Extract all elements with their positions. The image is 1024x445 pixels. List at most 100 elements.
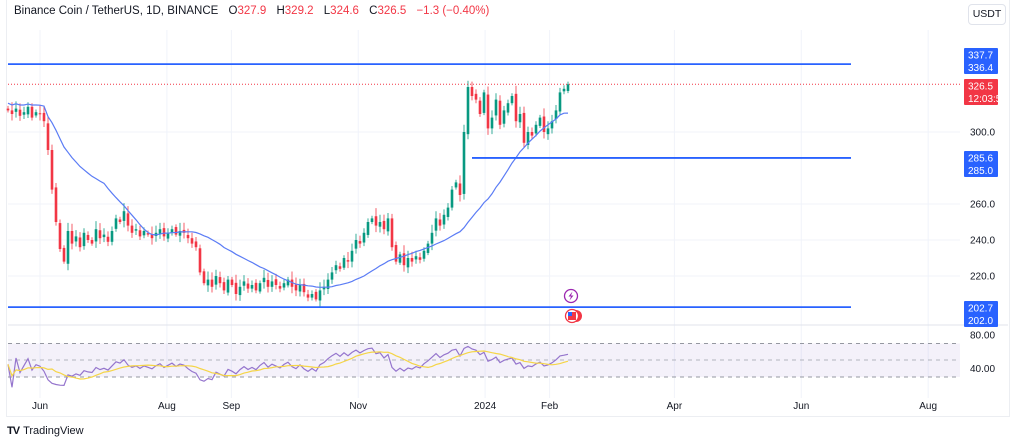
us-flag-event-icon[interactable] (564, 308, 583, 324)
candle (438, 213, 442, 231)
candle (158, 222, 162, 239)
high-value: 329.2 (284, 5, 314, 17)
candle (526, 126, 530, 150)
svg-text:326.5: 326.5 (968, 82, 993, 93)
candle (442, 209, 446, 229)
rsi-line (7, 345, 569, 388)
time-axis-label: Sep (222, 401, 240, 412)
candle (62, 245, 66, 264)
candle (410, 251, 414, 267)
candle (138, 225, 142, 240)
price-axis-label: 260.0 (970, 200, 995, 211)
candle (18, 103, 22, 121)
candle (178, 222, 182, 243)
rsi-ma-line (7, 350, 569, 380)
candle (134, 223, 138, 235)
candle (70, 223, 74, 250)
candle (102, 228, 106, 243)
currency-button[interactable]: USDT (968, 4, 1006, 25)
symbol-title[interactable]: Binance Coin / TetherUS, 1D, BINANCE (14, 5, 219, 17)
candle (486, 86, 490, 135)
candle (454, 179, 458, 190)
candle (222, 277, 226, 294)
change-value: −1.3 (−0.40%) (416, 5, 490, 17)
candle (462, 124, 466, 200)
candle (194, 236, 198, 251)
candle (422, 247, 426, 262)
candle (554, 105, 558, 124)
candle (534, 121, 538, 137)
candle (466, 80, 470, 140)
candle (170, 225, 174, 236)
candle (414, 250, 418, 264)
candle (346, 252, 350, 269)
svg-text:336.4: 336.4 (968, 63, 993, 74)
time-axis-label: Apr (667, 401, 683, 412)
svg-text:337.7: 337.7 (968, 51, 993, 62)
price-axis-label: 220.0 (970, 272, 995, 283)
candle (282, 279, 286, 291)
candle (94, 221, 98, 248)
candle (490, 110, 494, 135)
candle (478, 97, 482, 117)
candle (266, 272, 270, 293)
candle (30, 103, 34, 121)
candle (66, 222, 70, 271)
candle (562, 85, 566, 95)
candle (378, 214, 382, 233)
candle (22, 106, 26, 120)
candle (326, 273, 330, 294)
candle (398, 251, 402, 265)
candle (74, 230, 78, 247)
candle (390, 213, 394, 251)
candle (98, 223, 102, 244)
candle (366, 218, 370, 238)
time-axis-label: Jun (32, 401, 48, 412)
last-price-label: 326.512:03:50 (964, 79, 1007, 105)
candle (330, 267, 334, 284)
candle (294, 277, 298, 297)
candle (386, 213, 390, 236)
candle (542, 108, 546, 139)
candle (254, 279, 258, 294)
candle (186, 228, 190, 244)
candle (306, 289, 310, 302)
candle (106, 231, 110, 247)
candle (334, 260, 338, 274)
candle (278, 281, 282, 293)
candle (166, 228, 170, 243)
lightning-icon[interactable] (563, 288, 579, 304)
candle (174, 224, 178, 237)
tradingview-logo[interactable]: TV TradingView (7, 425, 84, 437)
candle (258, 280, 262, 294)
svg-text:202.0: 202.0 (968, 316, 993, 327)
candle (522, 106, 526, 148)
candle (42, 105, 46, 127)
candle (122, 203, 126, 228)
candle (318, 282, 322, 307)
candle (434, 211, 438, 237)
candle (518, 106, 522, 129)
candle (154, 225, 158, 242)
candle (210, 272, 214, 293)
candle (146, 230, 150, 237)
candle (314, 289, 318, 302)
candle (150, 226, 154, 245)
open-value: 327.9 (237, 5, 267, 17)
candle (510, 93, 514, 106)
candle (350, 243, 354, 268)
candle (226, 276, 230, 296)
candle (118, 216, 122, 225)
time-axis-label: Aug (158, 401, 176, 412)
candle (262, 269, 266, 289)
candle (362, 228, 366, 247)
candle (130, 219, 134, 238)
candle (498, 95, 502, 130)
candle (354, 233, 358, 254)
candle (394, 241, 398, 265)
symbol-legend: Binance Coin / TetherUS, 1D, BINANCE O32… (14, 5, 490, 17)
svg-text:285.0: 285.0 (968, 166, 993, 177)
time-axis-label: Aug (919, 401, 937, 412)
